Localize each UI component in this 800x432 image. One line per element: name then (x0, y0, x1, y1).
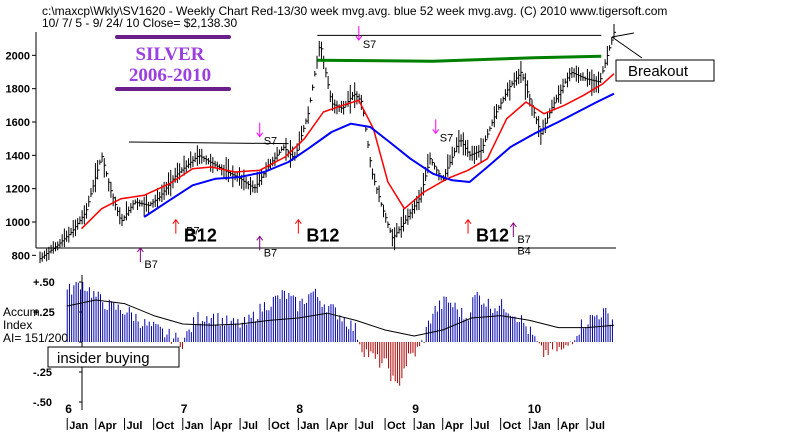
signal-arrowhead (256, 235, 264, 241)
accum-axis-ticks: +.50 +.25 -.25 -.50 (33, 277, 82, 409)
signal-arrowhead (464, 218, 472, 224)
month-label: Jul (474, 420, 490, 432)
signal-b7: B7 (136, 247, 158, 271)
month-label: Jan (532, 420, 551, 432)
accum-label-line1: Accum (3, 305, 40, 319)
signal-b7: B7 (186, 226, 199, 238)
signal-label: S7 (363, 39, 376, 51)
accum-tick-label: +.25 (33, 307, 55, 319)
price-tick-label: 1600 (6, 117, 30, 129)
signal-b12: B12 (464, 218, 509, 246)
green-resistance-line (317, 54, 602, 63)
year-label: 6 (65, 402, 72, 416)
insider-annotation: insider buying (47, 346, 180, 368)
year-label: 8 (296, 402, 303, 416)
month-label: Jan (185, 420, 204, 432)
signal-arrowhead (136, 247, 144, 253)
month-label: Jul (127, 420, 143, 432)
signal-label: B12 (184, 226, 217, 246)
month-label: Jul (589, 420, 605, 432)
red-13-week-ma (80, 73, 615, 230)
year-label: 7 (181, 402, 188, 416)
signal-label: B12 (306, 226, 339, 246)
breakout-label: Breakout (628, 63, 689, 80)
month-label: Jul (242, 420, 258, 432)
signal-s7: S7 (432, 119, 453, 144)
signal-arrowhead (509, 222, 517, 228)
month-label: Jul (358, 420, 374, 432)
signal-label: B12 (476, 226, 509, 246)
month-label: Jan (416, 420, 435, 432)
price-tick-label: 1800 (6, 84, 30, 96)
accum-label-line2: Index (3, 318, 32, 332)
breakout-annotation: Breakout (611, 32, 715, 82)
insider-label: insider buying (57, 350, 150, 367)
month-label: Jan (69, 420, 88, 432)
signal-arrowhead (355, 35, 363, 41)
month-label: Apr (560, 420, 580, 432)
signal-label: S7 (264, 136, 277, 148)
price-tick-label: 800 (12, 250, 30, 262)
month-label: Oct (156, 420, 175, 432)
signal-label: B7 (186, 226, 199, 238)
signal-b4: B4 (517, 246, 530, 258)
month-label: Jan (300, 420, 319, 432)
signal-s7: S7 (355, 26, 376, 51)
chart-header-line2: 10/ 7/ 5 - 9/ 24/ 10 Close= $2,138.30 (42, 16, 237, 30)
month-label: Apr (98, 420, 118, 432)
signal-label: B7 (144, 259, 157, 271)
signal-arrowhead (432, 129, 440, 135)
resistance-line-2007 (128, 141, 289, 145)
month-label: Oct (271, 420, 290, 432)
price-tick-label: 1400 (6, 150, 30, 162)
accum-moving-average (67, 299, 615, 337)
signal-label: B4 (517, 246, 530, 258)
signal-b12: B12 (172, 218, 217, 246)
signal-b12: B12 (294, 218, 339, 246)
accum-label-line3: AI= 151/200 (3, 331, 68, 345)
price-tick-label: 1200 (6, 184, 30, 196)
signal-arrowhead (172, 218, 180, 224)
month-label: Apr (329, 420, 349, 432)
blue-52-week-ma (143, 92, 615, 218)
silver-title: SILVER (135, 44, 204, 65)
signal-arrowhead (294, 218, 302, 224)
accum-tick-label: -.50 (33, 397, 52, 409)
silver-title-box: SILVER 2006-2010 (115, 35, 231, 91)
accum-plot (66, 282, 615, 386)
signal-b7: B7 (256, 235, 277, 259)
month-label: Oct (503, 420, 522, 432)
signal-label: S7 (440, 132, 453, 144)
accum-tick-label: -.25 (33, 367, 52, 379)
signal-label: B7 (517, 234, 530, 246)
price-tick-label: 1000 (6, 217, 30, 229)
chart-header-line1: c:\maxcp\Wkly\SV1620 - Weekly Chart Red-… (42, 4, 667, 18)
year-label: 10 (528, 402, 542, 416)
accum-tick-label: +.50 (33, 277, 55, 289)
year-label: 9 (412, 402, 419, 416)
time-axis: 6 7 8 9 10 Jan Apr Jul Oct Jan Apr Jul Oct Jan Apr Jul O… (65, 402, 605, 432)
month-label: Apr (213, 420, 233, 432)
month-label: Apr (445, 420, 465, 432)
signal-arrowhead (256, 132, 264, 138)
price-tick-label: 2000 (6, 50, 30, 62)
accum-label: Accum Index AI= 151/200 (3, 305, 68, 345)
silver-subtitle: 2006-2010 (129, 65, 211, 86)
signal-s7: S7 (256, 122, 277, 148)
month-label: Oct (387, 420, 406, 432)
price-axis-ticks: 2000 1800 1600 1400 1200 1000 800 (6, 50, 36, 262)
signal-b7: B7 (509, 222, 531, 246)
signal-label: B7 (264, 247, 277, 259)
